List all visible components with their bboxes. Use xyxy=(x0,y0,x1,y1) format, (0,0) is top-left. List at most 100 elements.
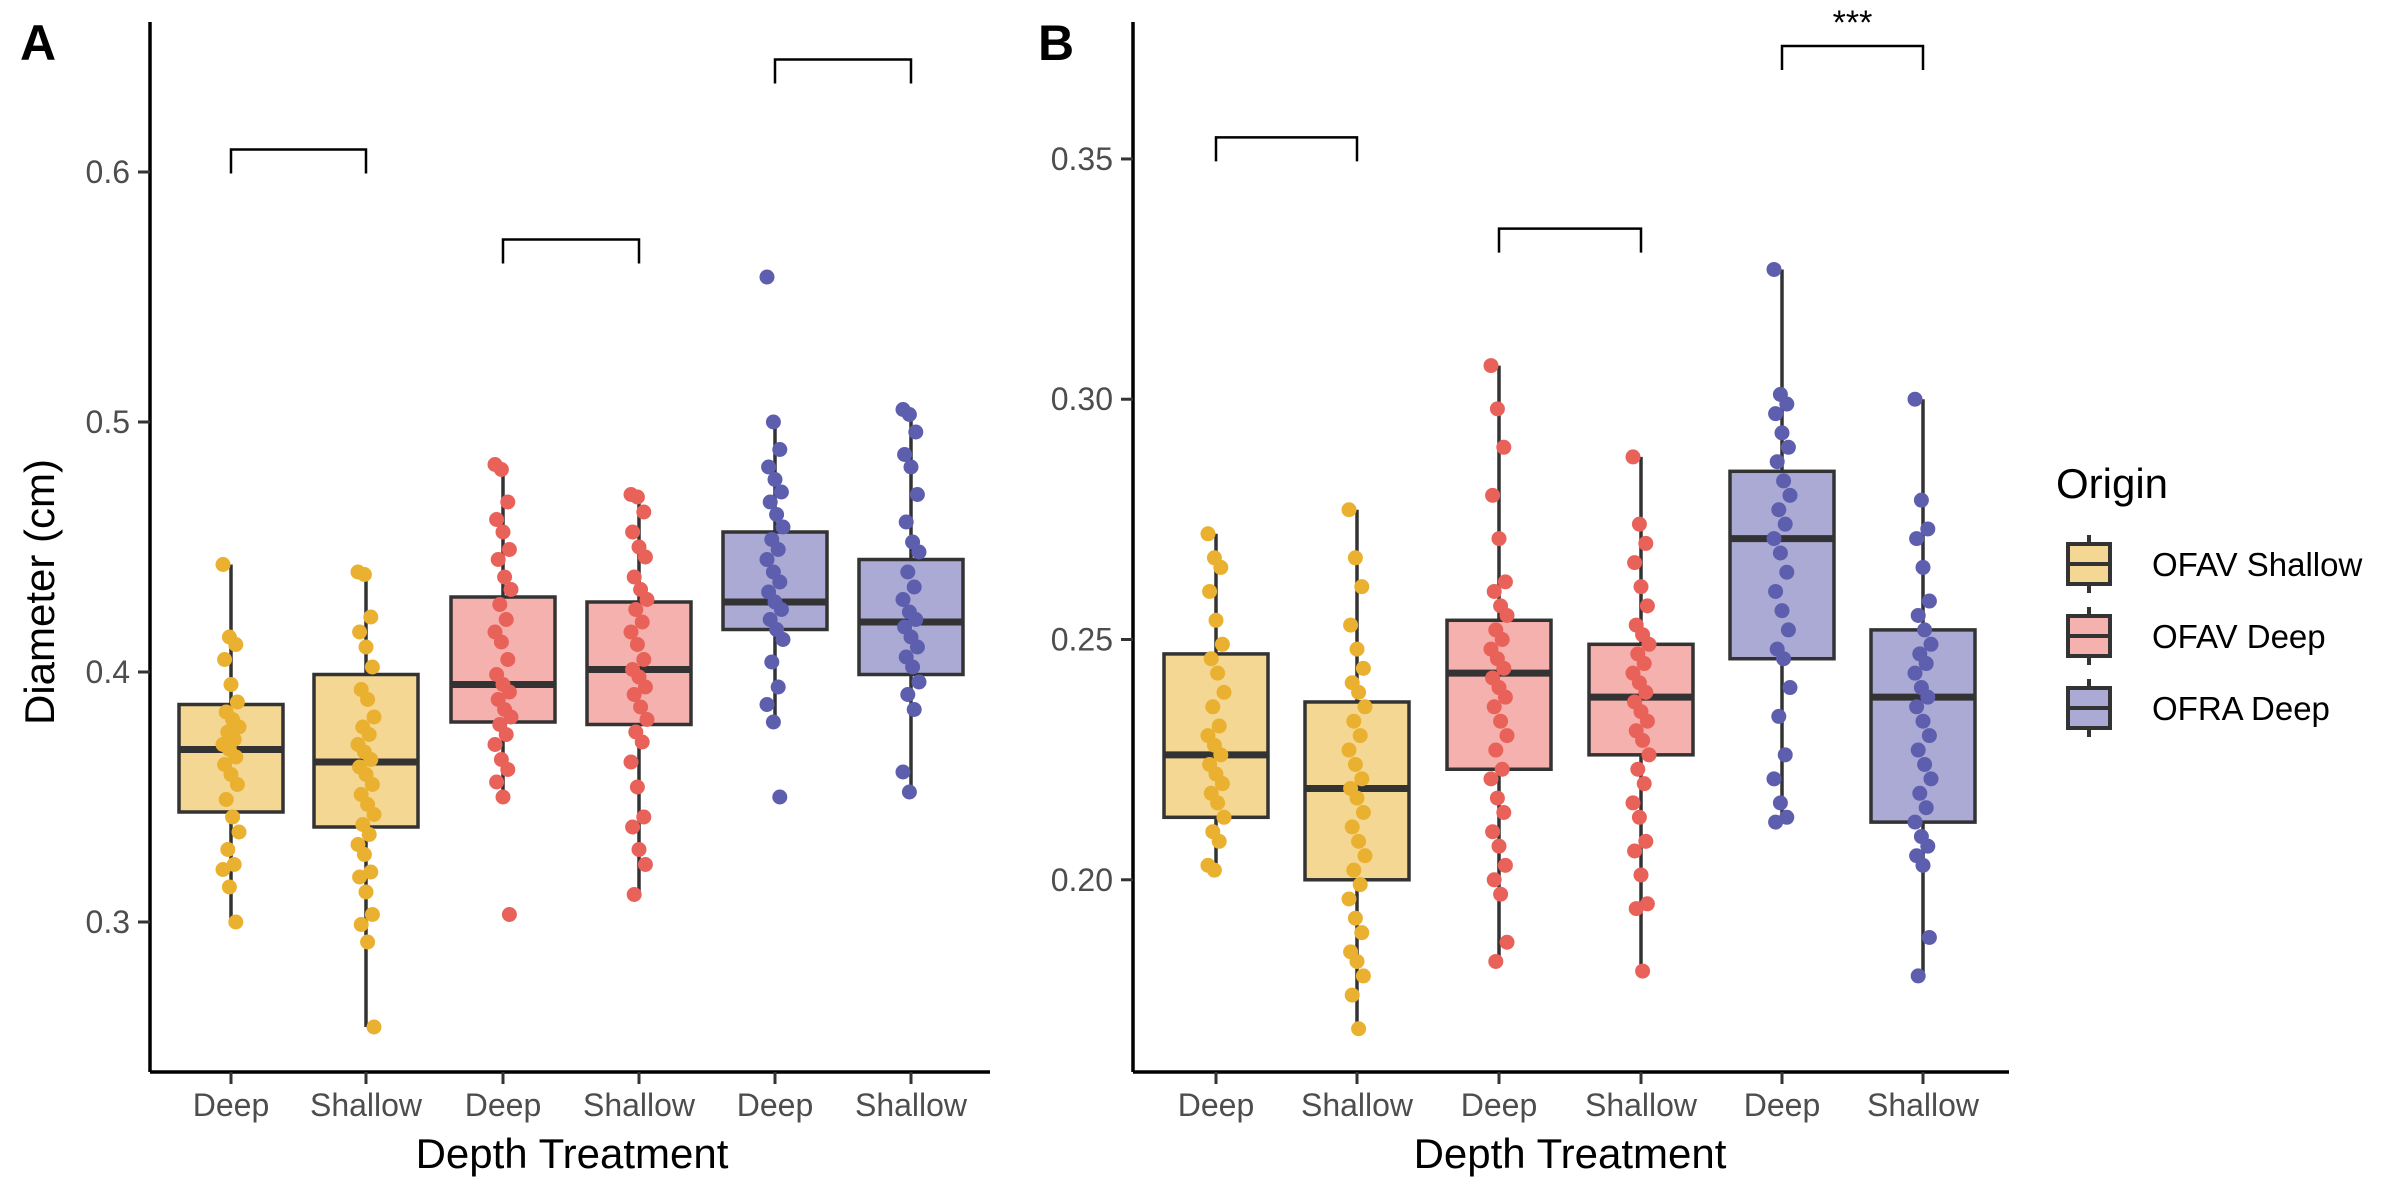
data-point xyxy=(1203,651,1219,667)
data-point xyxy=(352,624,368,640)
data-point xyxy=(1776,473,1792,489)
data-point xyxy=(1344,819,1360,835)
data-point xyxy=(1499,728,1515,744)
data-point xyxy=(215,862,231,877)
data-point xyxy=(1346,862,1362,878)
data-point xyxy=(636,504,652,520)
data-point xyxy=(1485,487,1501,503)
panel-b-chart: 0.20 0.25 0.30 0.35 Deep Shallow Deep Shallow De… xyxy=(1051,4,2009,1123)
data-point xyxy=(1488,742,1504,758)
box-group xyxy=(449,457,557,922)
data-point xyxy=(765,414,781,430)
data-point xyxy=(360,934,376,950)
data-point xyxy=(1486,699,1502,715)
data-point xyxy=(637,549,653,565)
data-point xyxy=(1355,805,1371,821)
data-point xyxy=(770,542,786,557)
data-point xyxy=(228,637,244,652)
data-point xyxy=(1496,660,1512,676)
data-point xyxy=(765,714,781,730)
data-point xyxy=(1213,747,1229,763)
data-point xyxy=(490,552,506,567)
data-point xyxy=(629,779,645,795)
data-point xyxy=(1349,641,1365,657)
data-point xyxy=(634,734,650,750)
data-point xyxy=(363,864,379,880)
data-point xyxy=(1494,761,1510,777)
data-point xyxy=(1357,848,1373,864)
data-point xyxy=(1779,564,1795,580)
data-point xyxy=(1483,358,1499,374)
data-point xyxy=(1909,699,1925,715)
data-point xyxy=(356,847,372,862)
data-point xyxy=(231,824,247,840)
data-point xyxy=(772,442,788,457)
legend-item-ofav-deep: OFAV Deep xyxy=(2066,607,2326,665)
data-point xyxy=(772,574,788,590)
data-point xyxy=(1351,833,1367,849)
data-point xyxy=(1627,843,1643,859)
x-tick-label: Shallow xyxy=(310,1087,423,1123)
data-point xyxy=(1214,776,1230,792)
data-point xyxy=(634,614,650,630)
data-point xyxy=(1206,862,1222,878)
data-point xyxy=(1779,396,1795,412)
data-point xyxy=(1214,636,1230,652)
data-point xyxy=(1782,680,1798,696)
data-point xyxy=(1766,531,1782,547)
data-point xyxy=(1638,684,1654,700)
data-point xyxy=(1909,531,1925,547)
box-group xyxy=(177,557,285,930)
data-point xyxy=(1489,401,1505,417)
box-group xyxy=(1162,526,1270,878)
data-point xyxy=(1636,656,1652,672)
data-point xyxy=(503,709,519,725)
data-point xyxy=(360,692,376,707)
data-point xyxy=(1780,622,1796,638)
data-point xyxy=(1777,747,1793,763)
data-point xyxy=(364,659,380,675)
data-point xyxy=(1917,756,1933,772)
data-point xyxy=(1493,713,1509,729)
data-point xyxy=(352,869,368,885)
panel-b-x-axis-title: Depth Treatment xyxy=(1414,1130,1727,1177)
box-group xyxy=(1303,502,1411,1037)
data-point xyxy=(493,462,509,477)
data-point xyxy=(217,652,233,667)
data-point xyxy=(775,632,791,647)
data-point xyxy=(1499,607,1515,623)
legend-label: OFAV Shallow xyxy=(2152,546,2362,583)
data-point xyxy=(639,592,655,607)
data-point xyxy=(1774,603,1790,619)
data-point xyxy=(1921,728,1937,744)
significance-bracket xyxy=(773,58,913,84)
data-point xyxy=(895,592,911,607)
data-point xyxy=(1625,449,1641,465)
data-point xyxy=(1351,1021,1367,1037)
data-point xyxy=(363,609,379,625)
data-point xyxy=(1766,261,1782,277)
data-point xyxy=(221,879,237,895)
data-point xyxy=(223,677,239,692)
data-point xyxy=(503,582,519,597)
data-point xyxy=(1344,987,1360,1003)
significance-bracket xyxy=(1497,227,1643,253)
data-point xyxy=(1920,838,1936,854)
data-point xyxy=(633,699,649,715)
y-tick-label: 0.5 xyxy=(86,404,130,440)
data-point xyxy=(626,569,642,585)
data-point xyxy=(636,652,652,667)
data-point xyxy=(1341,502,1357,518)
x-tick-label: Shallow xyxy=(855,1087,968,1123)
x-tick-label: Deep xyxy=(193,1087,270,1123)
legend-item-ofra-deep: OFRA Deep xyxy=(2066,679,2330,737)
data-point xyxy=(501,542,517,557)
data-point xyxy=(1343,617,1359,633)
data-point xyxy=(1771,502,1787,518)
y-tick-label: 0.35 xyxy=(1051,141,1113,177)
y-tick-label: 0.30 xyxy=(1051,381,1113,417)
data-point xyxy=(909,487,925,502)
data-point xyxy=(1354,925,1370,941)
data-point xyxy=(353,917,369,932)
data-point xyxy=(1780,439,1796,455)
